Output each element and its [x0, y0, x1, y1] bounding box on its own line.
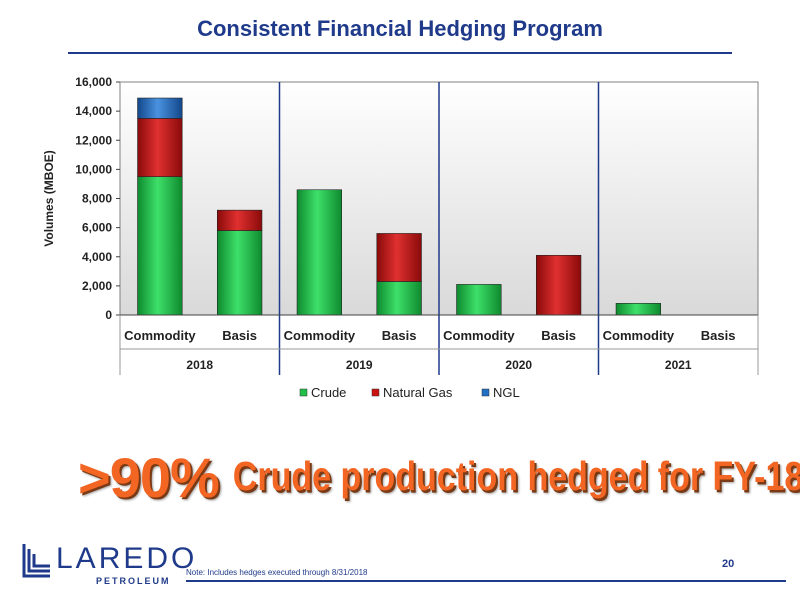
legend-swatch-crude [299, 388, 308, 397]
title-divider [68, 52, 732, 54]
x-tick-label: Basis [541, 328, 576, 343]
y-tick-label: 0 [105, 308, 112, 322]
y-axis-label: Volumes (MBOE) [42, 150, 56, 246]
y-tick-label: 2,000 [82, 279, 112, 293]
page-number: 20 [722, 558, 735, 570]
y-tick-label: 12,000 [75, 133, 112, 147]
x-tick-label: Commodity [603, 328, 675, 343]
y-tick-label: 8,000 [82, 192, 112, 206]
headline-percentage: >90% [78, 445, 220, 509]
legend-label: Natural Gas [383, 385, 453, 400]
bar-crude [615, 303, 662, 316]
y-tick-label: 6,000 [82, 221, 112, 235]
legend-swatch-ngl [481, 388, 490, 397]
legend-swatch-natural-gas [371, 388, 380, 397]
x-group-label: 2018 [186, 358, 213, 372]
bar-natural-gas [535, 254, 582, 316]
x-group-label: 2020 [505, 358, 532, 372]
headline: >90% Crude production hedged for FY-18E [78, 442, 800, 512]
footnote: Note: Includes hedges executed through 8… [186, 568, 368, 577]
bar-crude [216, 230, 263, 316]
x-tick-label: Commodity [443, 328, 515, 343]
bar-crude [456, 284, 502, 316]
x-group-label: 2019 [346, 358, 373, 372]
x-tick-label: Basis [382, 328, 417, 343]
x-tick-label: Commodity [124, 328, 196, 343]
footnote-divider [186, 580, 786, 582]
x-tick-label: Basis [701, 328, 736, 343]
y-tick-label: 10,000 [75, 162, 112, 176]
bar-natural-gas [376, 233, 422, 282]
headline-text: Crude production hedged for FY-18E [232, 453, 800, 500]
bar-natural-gas [137, 118, 183, 177]
logo-mark-icon [22, 544, 50, 578]
y-tick-label: 4,000 [82, 250, 112, 264]
legend-label: NGL [493, 385, 520, 400]
x-group-label: 2021 [665, 358, 692, 372]
company-logo: LAREDO PETROLEUM [20, 540, 194, 590]
bar-natural-gas [216, 209, 263, 231]
legend-label: Crude [311, 385, 346, 400]
bar-ngl [137, 97, 183, 119]
bar-crude [137, 176, 183, 316]
bar-crude [296, 189, 343, 316]
x-tick-label: Basis [222, 328, 257, 343]
page-title: Consistent Financial Hedging Program [197, 16, 603, 41]
x-tick-label: Commodity [284, 328, 356, 343]
y-tick-label: 16,000 [75, 75, 112, 89]
bar-crude [376, 281, 422, 316]
logo-subtitle: PETROLEUM [96, 576, 171, 586]
y-tick-label: 14,000 [75, 104, 112, 118]
logo-wordmark: LAREDO [56, 542, 198, 575]
